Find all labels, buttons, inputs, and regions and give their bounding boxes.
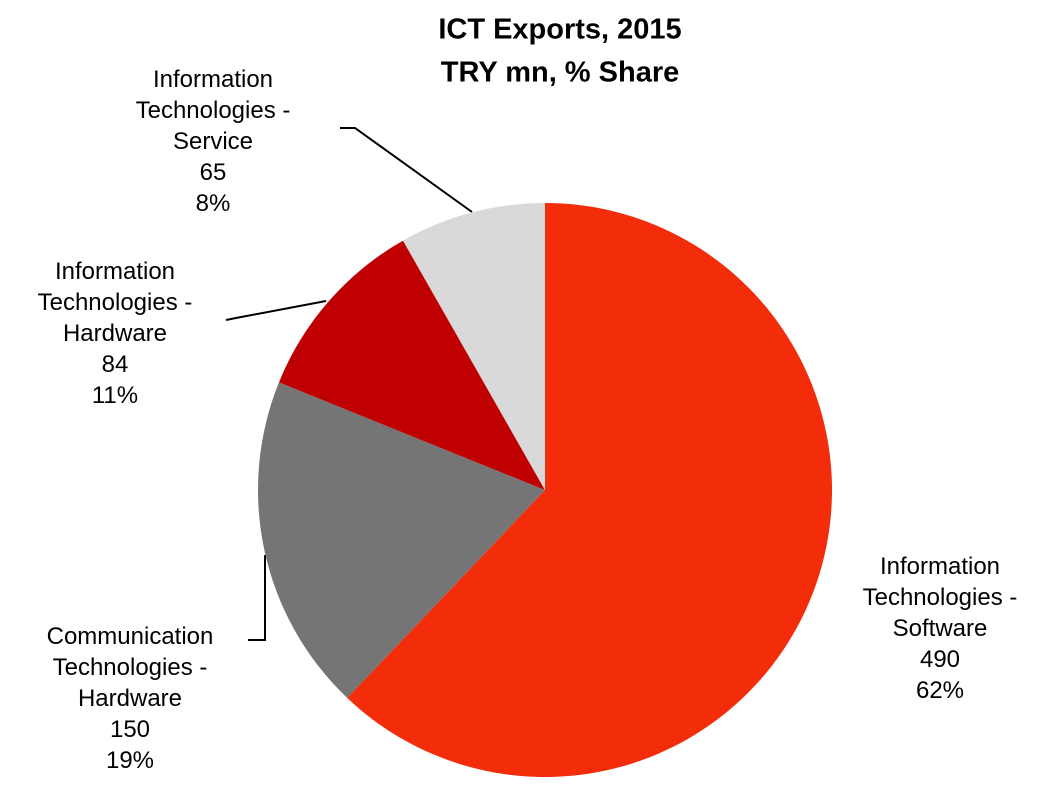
category-label: Information Technologies - Software: [862, 553, 1018, 642]
share-label: 11%: [91, 382, 139, 409]
share-label: 19%: [105, 747, 155, 774]
category-label: Information Technologies - Hardware: [37, 258, 193, 347]
pie-slice: [402, 203, 545, 490]
chart-subtitle: TRY mn, % Share: [441, 57, 680, 89]
slice-label: Information Technologies - Hardware 84 11%: [29, 256, 201, 411]
category-label: Communication Technologies - Hardware: [46, 623, 214, 712]
value-label: 150: [109, 716, 151, 743]
pie-slice: [278, 240, 545, 490]
category-label: Information Technologies - Service: [135, 66, 291, 155]
share-label: 62%: [915, 677, 965, 704]
leader-line: [225, 300, 327, 321]
value-label: 490: [919, 646, 961, 673]
slice-label: Information Technologies - Service 65 8%: [127, 64, 299, 219]
slice-label: Information Technologies - Software 490 62…: [854, 551, 1026, 706]
leader-line: [248, 555, 266, 641]
value-label: 84: [101, 351, 129, 378]
chart-title: ICT Exports, 2015: [438, 14, 681, 46]
slice-label: Communication Technologies - Hardware 150…: [44, 621, 216, 776]
share-label: 8%: [195, 190, 231, 217]
pie-slice: [347, 203, 833, 778]
pie-slice: [257, 382, 545, 698]
leader-line: [340, 127, 473, 213]
value-label: 65: [199, 159, 227, 186]
